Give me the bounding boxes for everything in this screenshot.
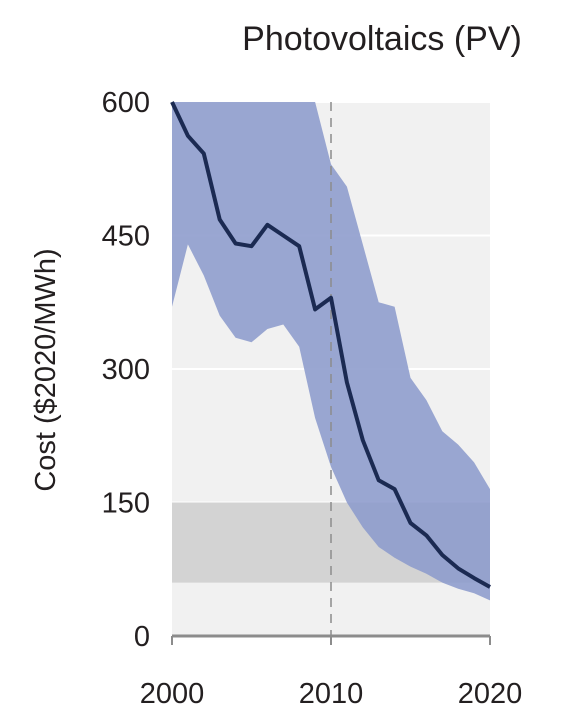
y-axis: 0 150 300 450 600 [102, 87, 150, 653]
y-tick-label: 450 [102, 221, 150, 253]
x-axis-ticks: 2000 2010 2020 [140, 636, 523, 710]
cost-range-band [172, 102, 490, 601]
series-line [170, 101, 491, 589]
y-tick-label: 300 [102, 354, 150, 386]
chart-title: Photovoltaics (PV) [242, 20, 522, 58]
x-tick-label: 2000 [140, 678, 205, 710]
y-tick-label: 0 [134, 621, 150, 653]
y-tick-label: 150 [102, 488, 150, 520]
y-tick-label: 600 [102, 87, 150, 119]
x-tick-label: 2010 [299, 678, 364, 710]
y-axis-label: Cost ($2020/MWh) [30, 248, 62, 491]
x-tick-label: 2020 [458, 678, 523, 710]
